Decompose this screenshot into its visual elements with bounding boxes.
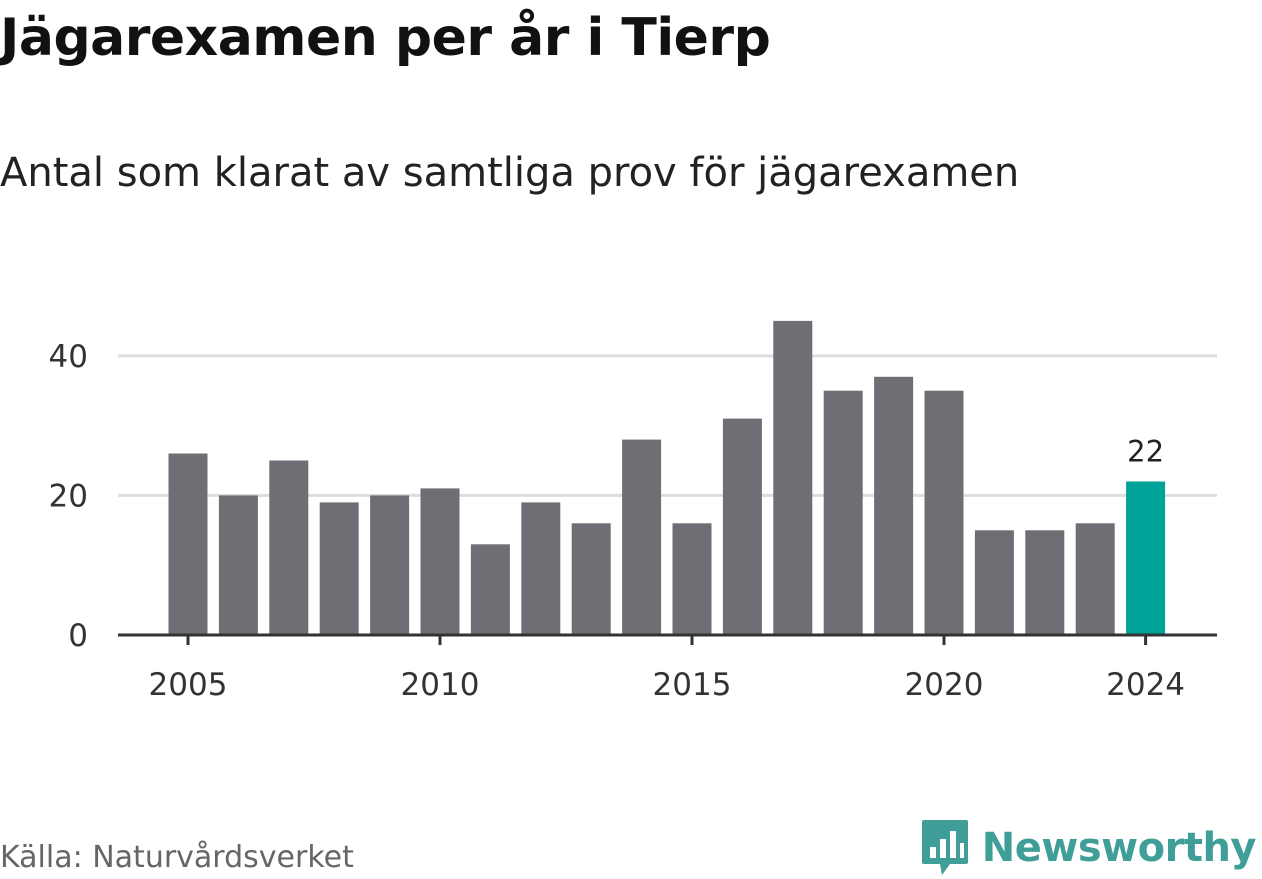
x-axis-labels: 2005 2010 2015 2020 2024	[149, 667, 1186, 703]
source-note: Källa: Naturvårdsverket	[0, 840, 354, 875]
x-tick-label: 2020	[905, 667, 984, 703]
y-tick-label: 20	[49, 478, 88, 514]
brand-logo: Newsworthy	[920, 818, 1257, 878]
x-axis	[118, 633, 1217, 645]
bar-2007	[269, 460, 309, 635]
highlight-value-label: 22	[1127, 434, 1164, 468]
x-tick-label: 2024	[1106, 667, 1185, 703]
bar-2017	[773, 320, 813, 635]
annotations: 22	[1127, 434, 1164, 468]
bar-2010	[420, 488, 460, 635]
bar-2006	[218, 495, 258, 635]
bar-2009	[370, 495, 410, 635]
bar-2011	[470, 544, 510, 635]
bar-2012	[521, 502, 561, 635]
bar-highlight-2024	[1126, 481, 1166, 635]
brand-name: Newsworthy	[981, 825, 1257, 871]
bar-2018	[823, 390, 863, 635]
bar-2022	[1025, 530, 1065, 635]
bar-2008	[319, 502, 359, 635]
bar-chart: 0 20 40 2005 2010 2015 2020 2024 22	[49, 320, 1217, 703]
bars	[168, 320, 1166, 635]
y-tick-label: 0	[68, 618, 88, 654]
x-tick-label: 2015	[653, 667, 732, 703]
chart-subtitle: Antal som klarat av samtliga prov för jä…	[0, 150, 1020, 196]
bar-chart-icon	[921, 820, 968, 875]
bar-2016	[722, 418, 762, 635]
bar-2015	[672, 523, 712, 635]
x-tick-label: 2010	[401, 667, 480, 703]
bar-2020	[924, 390, 964, 635]
x-tick-label: 2005	[149, 667, 228, 703]
bar-2023	[1075, 523, 1115, 635]
bar-2005	[168, 453, 208, 635]
bar-2014	[622, 439, 662, 635]
bar-2021	[974, 530, 1014, 635]
chart-title: Jägarexamen per år i Tierp	[0, 8, 771, 68]
bar-2013	[571, 523, 611, 635]
bar-2019	[874, 376, 914, 635]
y-axis-labels: 0 20 40	[49, 339, 88, 654]
y-tick-label: 40	[49, 339, 88, 375]
